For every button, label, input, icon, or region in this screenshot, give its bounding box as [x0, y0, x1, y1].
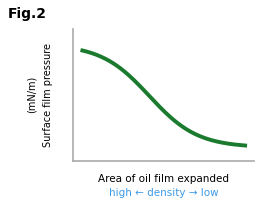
Text: (mN/m): (mN/m): [27, 76, 37, 113]
Text: Fig.2: Fig.2: [8, 7, 47, 21]
Text: Surface film pressure: Surface film pressure: [43, 43, 53, 147]
Text: Area of oil film expanded: Area of oil film expanded: [98, 174, 229, 184]
Text: high ← density → low: high ← density → low: [109, 188, 219, 198]
